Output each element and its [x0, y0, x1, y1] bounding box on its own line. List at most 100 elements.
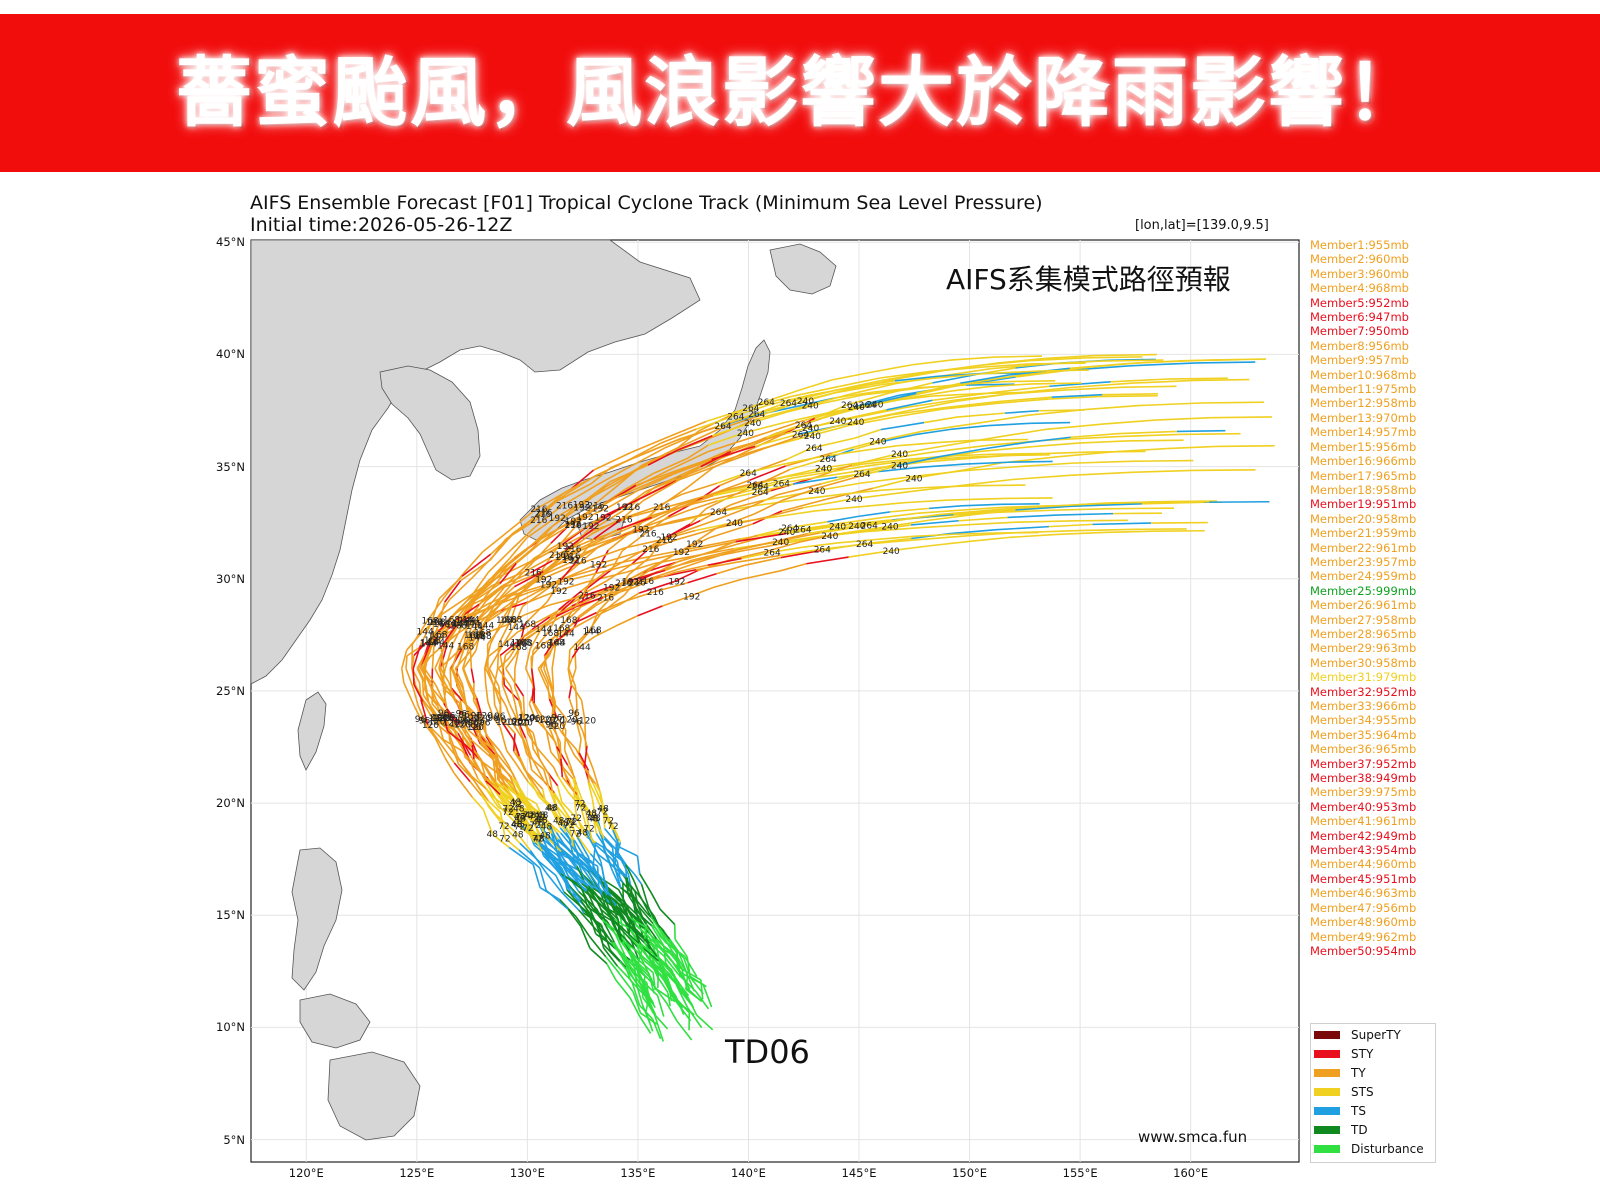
member-legend-item: Member38:949mb: [1310, 771, 1417, 786]
hour-label: 120: [474, 714, 491, 724]
track-segment: [520, 703, 523, 723]
track-segment: [658, 928, 669, 945]
track-segment: [879, 370, 930, 379]
category-swatch: [1314, 1050, 1340, 1058]
track-segment: [514, 779, 525, 798]
hour-label: 240: [891, 450, 908, 460]
track-segment: [433, 627, 456, 643]
track-segment: [499, 641, 518, 657]
track-segment: [657, 510, 687, 523]
hour-label: 144: [508, 623, 525, 633]
track-segment: [561, 603, 587, 618]
category-swatch: [1314, 1088, 1340, 1096]
track-segment: [639, 580, 675, 594]
track-segment: [636, 855, 641, 874]
track-segment: [666, 519, 701, 538]
hour-label: 120: [454, 721, 471, 731]
track-segment: [627, 569, 666, 583]
track-segment: [616, 965, 633, 982]
track-segment: [548, 506, 580, 530]
hour-label: 216: [623, 503, 640, 513]
track-segment: [451, 668, 460, 689]
track-segment: [514, 536, 544, 559]
track-segment: [587, 885, 602, 911]
track-segment: [887, 519, 929, 528]
track-segment: [420, 718, 436, 739]
track-segment: [560, 758, 564, 777]
hour-label: 96: [456, 710, 468, 720]
track-segment: [686, 444, 709, 460]
hour-label: 264: [752, 482, 769, 492]
track-segment: [508, 646, 517, 659]
member-legend-item: Member13:970mb: [1310, 410, 1417, 425]
land-mindanao: [327, 1051, 421, 1141]
track-segment: [495, 561, 531, 580]
track-segment: [948, 497, 1005, 501]
track-segment: [800, 413, 833, 426]
track-segment: [474, 750, 487, 770]
track-segment: [443, 712, 449, 732]
land-visayas: [299, 993, 371, 1049]
track-segment: [524, 601, 548, 625]
track-segment: [763, 389, 800, 403]
track-segment: [531, 769, 548, 785]
track-segment: [754, 433, 799, 448]
track-segment: [705, 549, 738, 561]
track-segment: [712, 422, 751, 437]
track-segment: [575, 721, 582, 740]
member-legend-item: Member22:961mb: [1310, 540, 1417, 555]
track-segment: [641, 1004, 651, 1024]
track-segment: [444, 644, 454, 669]
track-segment: [820, 458, 884, 470]
track-segment: [929, 540, 972, 547]
track-segment: [424, 684, 430, 702]
member-legend-item: Member10:968mb: [1310, 367, 1417, 382]
track-segment: [1201, 401, 1265, 404]
track-segment: [581, 497, 616, 518]
track-segment: [489, 557, 511, 581]
track-segment: [547, 614, 559, 634]
track-segment: [999, 396, 1052, 403]
lat-label: 10°N: [216, 1020, 245, 1035]
track-segment: [446, 708, 461, 726]
track-segment: [1211, 416, 1272, 419]
track-segment: [608, 489, 639, 508]
track-segment: [537, 748, 555, 768]
member-legend-item: Member33:966mb: [1310, 699, 1417, 713]
track-segment: [1046, 435, 1119, 441]
hour-label: 216: [615, 579, 632, 589]
hour-label: 240: [778, 528, 795, 538]
track-segment: [514, 704, 520, 723]
hour-label: 216: [569, 556, 586, 566]
track-segment: [803, 498, 852, 509]
track-segment: [628, 934, 643, 951]
member-legend-item: Member7:950mb: [1310, 324, 1409, 339]
track-segment: [638, 942, 649, 959]
lat-label: 35°N: [216, 459, 245, 474]
track-segment: [777, 535, 819, 543]
track-segment: [611, 922, 624, 943]
hour-label: 192: [632, 525, 649, 535]
track-segment: [616, 894, 640, 918]
track-segment: [639, 873, 653, 895]
track-segment: [786, 525, 836, 535]
track-segment: [963, 465, 1023, 472]
track-segment: [1008, 533, 1055, 539]
track-segment: [499, 812, 506, 839]
track-segment: [1215, 444, 1275, 448]
track-segment: [575, 817, 587, 833]
hour-label: 144: [459, 617, 476, 627]
member-legend-item: Member46:963mb: [1310, 886, 1417, 901]
track-segment: [563, 569, 609, 583]
track-segment: [509, 591, 537, 608]
track-segment: [835, 409, 887, 422]
track-segment: [434, 737, 446, 759]
track-segment: [561, 542, 593, 558]
track-segment: [529, 628, 542, 650]
track-segment: [942, 402, 998, 410]
track-segment: [954, 532, 995, 536]
track-segment: [490, 597, 507, 616]
track-segment: [809, 424, 850, 437]
track-segment: [618, 505, 658, 521]
track-segment: [933, 392, 985, 397]
